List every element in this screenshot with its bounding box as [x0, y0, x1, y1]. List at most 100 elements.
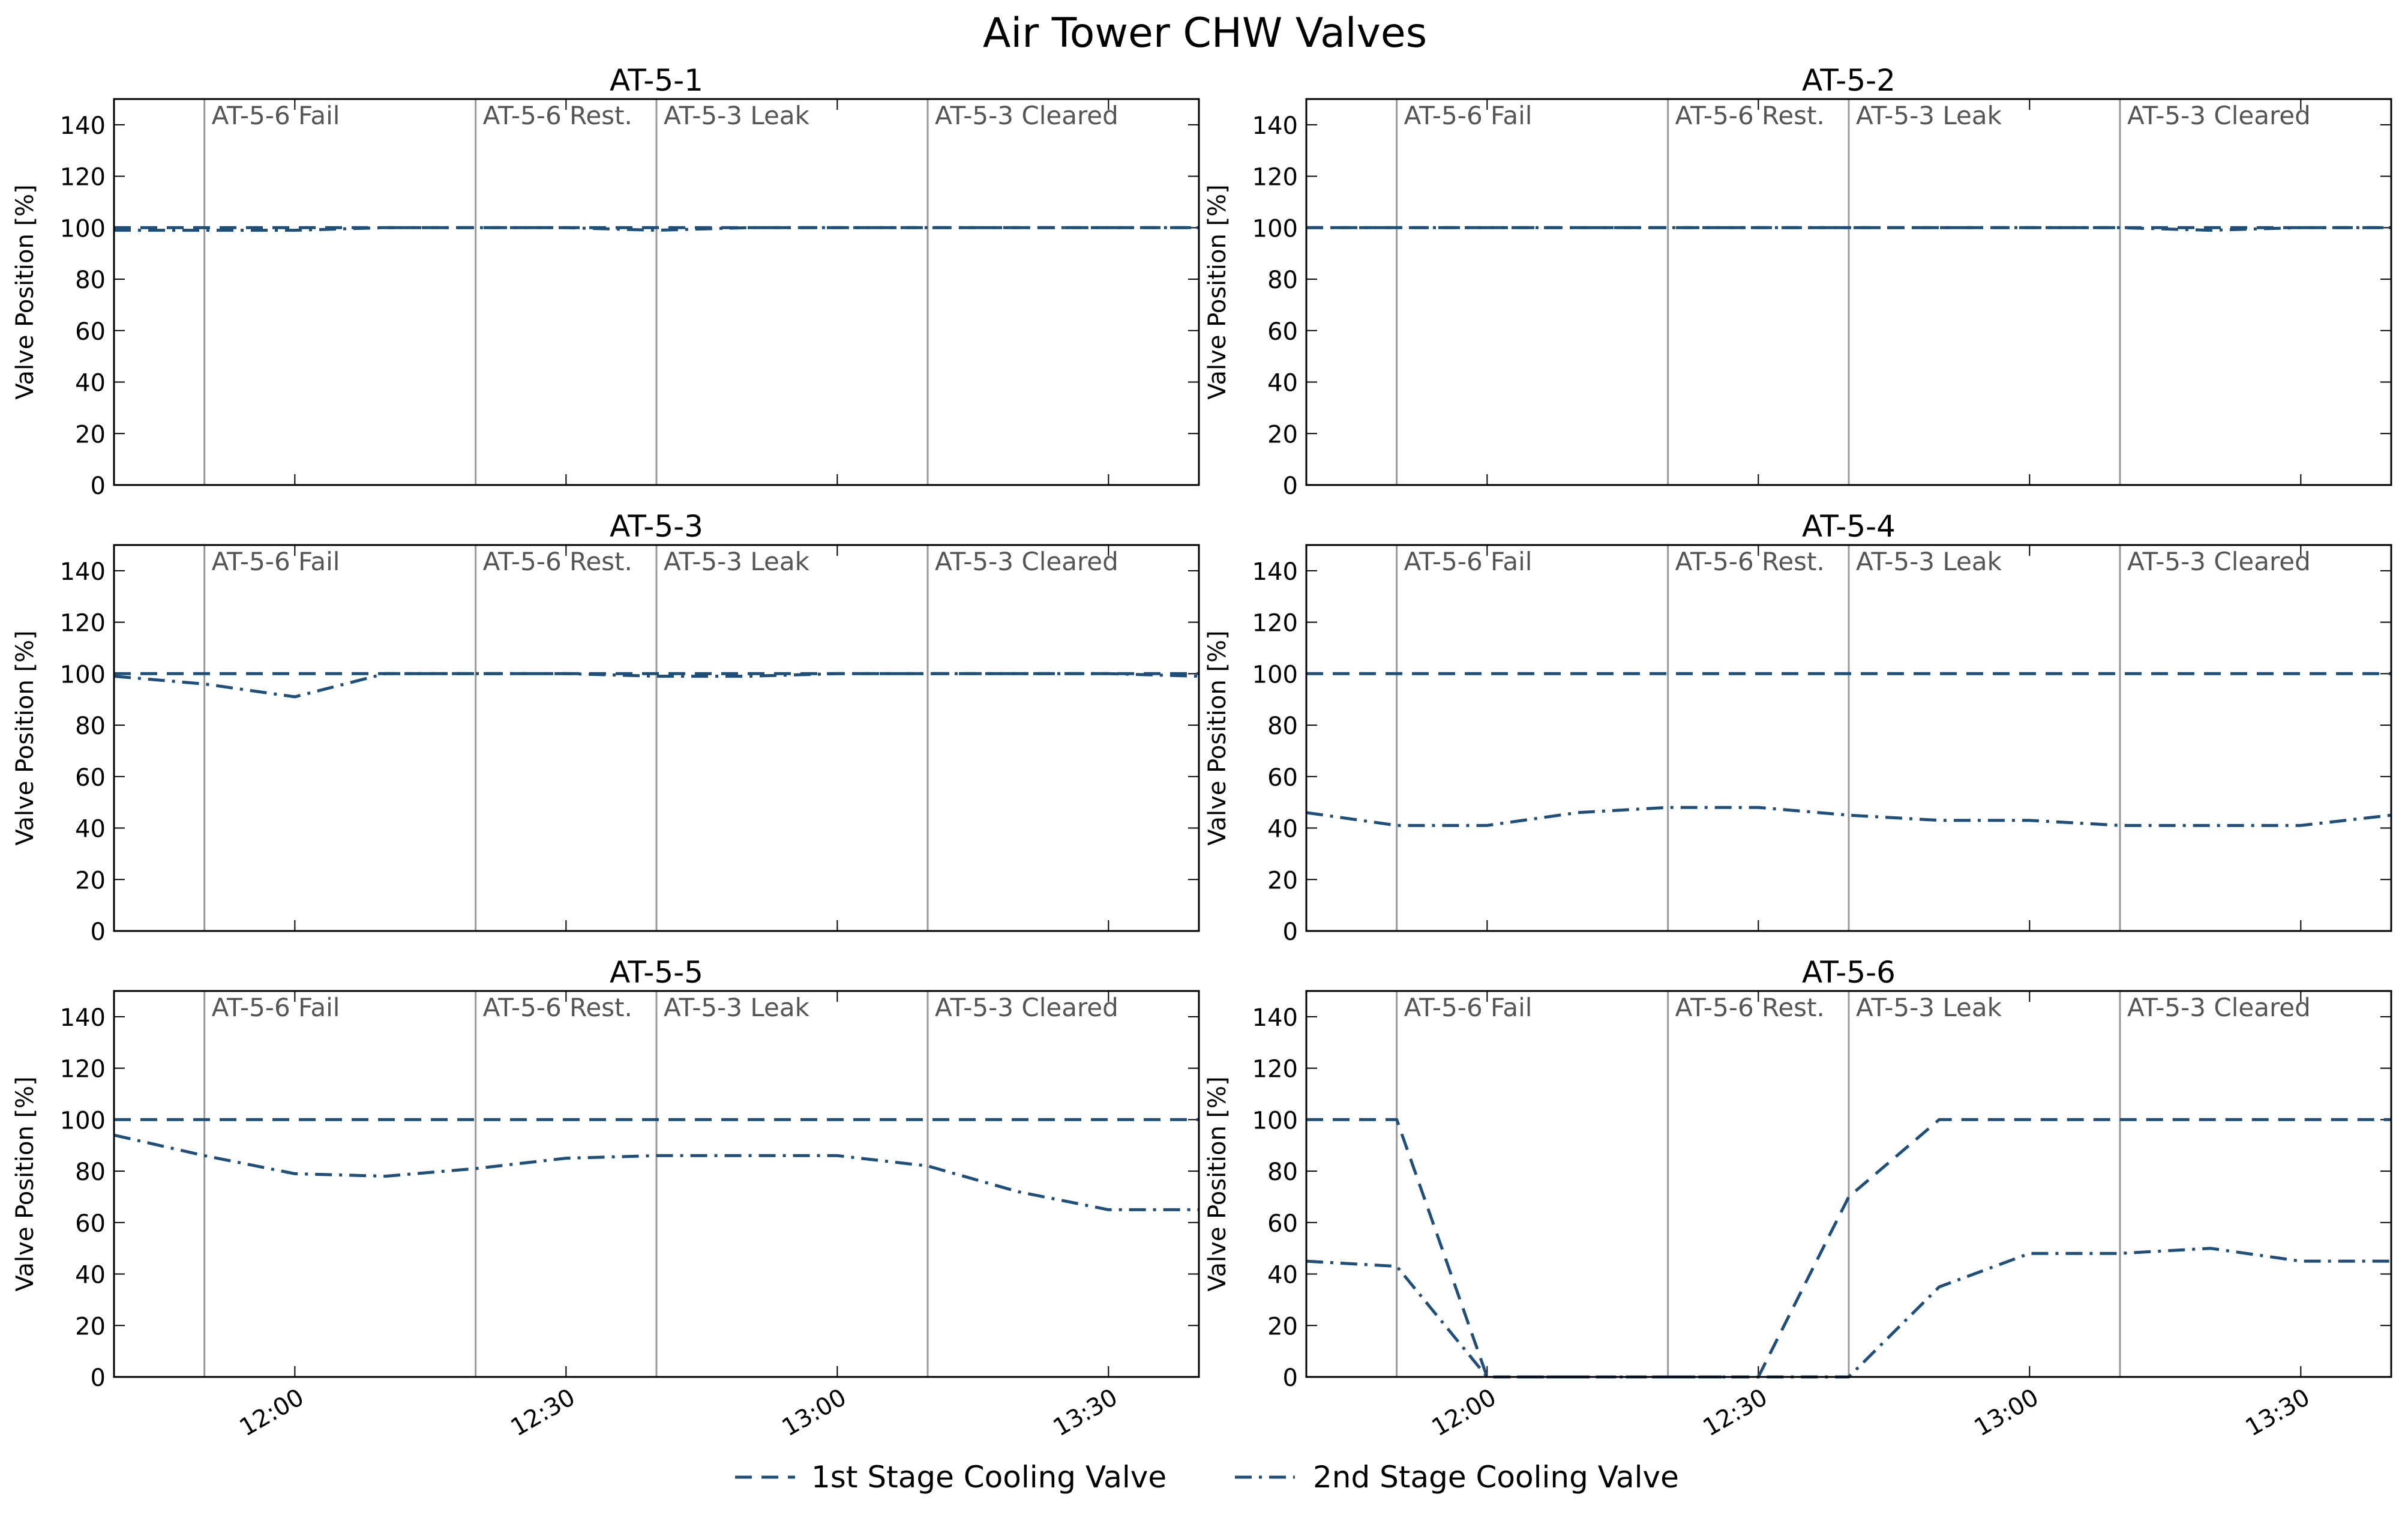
subplot-title: AT-5-6	[1802, 955, 1896, 990]
y-axis-label: Valve Position [%]	[11, 1076, 39, 1292]
y-tick-label: 40	[75, 370, 106, 397]
figure-title: Air Tower CHW Valves	[983, 10, 1427, 57]
y-tick-label: 140	[1252, 558, 1298, 586]
legend-label-2nd-stage: 2nd Stage Cooling Valve	[1313, 1460, 1679, 1495]
y-tick-label: 100	[1252, 661, 1298, 688]
y-tick-label: 20	[75, 867, 106, 894]
event-label-at-5-3-leak: AT-5-3 Leak	[664, 101, 810, 130]
y-tick-label: 120	[60, 610, 106, 637]
series-line-2nd-stage	[1306, 806, 2392, 827]
event-label-at-5-6-rest: AT-5-6 Rest.	[483, 101, 632, 130]
event-label-at-5-6-rest: AT-5-6 Rest.	[483, 993, 632, 1022]
event-label-at-5-3-cleared: AT-5-3 Cleared	[935, 101, 1118, 130]
y-tick-label: 0	[1283, 1364, 1298, 1392]
legend-label-1st-stage: 1st Stage Cooling Valve	[811, 1460, 1166, 1495]
y-tick-label: 60	[75, 318, 106, 346]
y-tick-label: 140	[60, 1004, 106, 1032]
subplot-at-5-4: AT-5-4 Valve Position [%] 0 20 40 60 80 100 120 1…	[1204, 509, 2392, 946]
y-tick-label: 40	[75, 816, 106, 843]
y-tick-label: 20	[1267, 421, 1298, 448]
subplot-at-5-1: AT-5-1 Valve Position [%] 0 20 40 60 80 100 120 1…	[11, 63, 1200, 500]
y-tick-label: 120	[1252, 164, 1298, 191]
y-tick-label: 0	[1283, 918, 1298, 946]
event-label-at-5-3-leak: AT-5-3 Leak	[664, 993, 810, 1022]
event-label-at-5-3-leak: AT-5-3 Leak	[664, 547, 810, 576]
y-tick-label: 100	[1252, 1107, 1298, 1134]
y-tick-label: 60	[1267, 1210, 1298, 1238]
y-tick-label: 40	[1267, 370, 1298, 397]
series-line-1st-stage	[1306, 1118, 2391, 1379]
event-label-at-5-3-cleared: AT-5-3 Cleared	[2127, 993, 2311, 1022]
event-label-at-5-6-fail: AT-5-6 Fail	[212, 547, 340, 576]
y-tick-label: 0	[91, 472, 106, 500]
event-label-at-5-3-cleared: AT-5-3 Cleared	[935, 993, 1118, 1022]
y-tick-label: 20	[1267, 867, 1298, 894]
event-label-at-5-6-rest: AT-5-6 Rest.	[1675, 993, 1825, 1022]
event-label-at-5-3-leak: AT-5-3 Leak	[1856, 547, 2002, 576]
event-label-at-5-3-cleared: AT-5-3 Cleared	[2127, 547, 2311, 576]
event-label-at-5-6-rest: AT-5-6 Rest.	[1675, 101, 1825, 130]
event-label-at-5-6-fail: AT-5-6 Fail	[1404, 993, 1533, 1022]
event-label-at-5-3-leak: AT-5-3 Leak	[1856, 993, 2002, 1022]
y-tick-label: 0	[1283, 472, 1298, 500]
subplot-at-5-6: AT-5-6 Valve Position [%] 0 20 40 60 80 100 120 1…	[1204, 955, 2392, 1442]
y-tick-label: 0	[91, 1364, 106, 1392]
y-tick-label: 20	[75, 1313, 106, 1340]
event-label-at-5-6-rest: AT-5-6 Rest.	[483, 547, 632, 576]
y-tick-label: 40	[1267, 1262, 1298, 1289]
event-label-at-5-3-cleared: AT-5-3 Cleared	[935, 547, 1118, 576]
y-tick-label: 140	[1252, 112, 1298, 140]
plot-frame	[113, 990, 1200, 1378]
y-tick-label: 20	[1267, 1313, 1298, 1340]
y-axis-label: Valve Position [%]	[1204, 630, 1231, 846]
y-tick-label: 100	[60, 215, 106, 242]
y-tick-label: 120	[1252, 1056, 1298, 1083]
legend: 1st Stage Cooling Valve 2nd Stage Coolin…	[735, 1460, 1679, 1495]
series-line-2nd-stage	[113, 672, 1199, 699]
series-line-2nd-stage	[1306, 226, 2391, 232]
y-tick-label: 120	[60, 164, 106, 191]
plot-frame	[113, 98, 1200, 486]
y-tick-label: 0	[91, 918, 106, 946]
y-tick-label: 60	[75, 764, 106, 792]
y-tick-label: 80	[75, 1158, 106, 1186]
event-label-at-5-3-leak: AT-5-3 Leak	[1856, 101, 2002, 130]
y-axis-label: Valve Position [%]	[1204, 184, 1231, 400]
y-tick-label: 120	[60, 1056, 106, 1083]
y-tick-label: 80	[1267, 712, 1298, 740]
event-label-at-5-3-cleared: AT-5-3 Cleared	[2127, 101, 2311, 130]
y-tick-label: 60	[1267, 764, 1298, 792]
y-tick-label: 140	[60, 112, 106, 140]
subplot-at-5-3: AT-5-3 Valve Position [%] 0 20 40 60 80 100 120 1…	[11, 509, 1200, 946]
y-tick-label: 120	[1252, 610, 1298, 637]
y-tick-label: 80	[75, 712, 106, 740]
plot-frame	[1305, 990, 2392, 1378]
event-label-at-5-6-fail: AT-5-6 Fail	[1404, 547, 1533, 576]
y-tick-label: 100	[60, 661, 106, 688]
event-label-at-5-6-rest: AT-5-6 Rest.	[1675, 547, 1825, 576]
subplot-title: AT-5-3	[610, 509, 703, 544]
y-tick-label: 100	[1252, 215, 1298, 242]
y-axis-label: Valve Position [%]	[1204, 1076, 1231, 1292]
y-tick-label: 40	[1267, 816, 1298, 843]
y-axis-label: Valve Position [%]	[11, 184, 39, 400]
subplot-title: AT-5-2	[1802, 63, 1896, 98]
subplot-title: AT-5-5	[610, 955, 703, 990]
subplot-title: AT-5-1	[610, 63, 703, 98]
y-tick-label: 20	[75, 421, 106, 448]
subplot-at-5-2: AT-5-2 Valve Position [%] 0 20 40 60 80 100 120 1…	[1204, 63, 2392, 500]
plot-frame	[113, 544, 1200, 932]
series-line-2nd-stage	[113, 1133, 1199, 1211]
y-tick-label: 100	[60, 1107, 106, 1134]
subplot-title: AT-5-4	[1802, 509, 1896, 544]
y-tick-label: 80	[1267, 267, 1298, 294]
y-axis-label: Valve Position [%]	[11, 630, 39, 846]
plot-frame	[1305, 544, 2392, 932]
y-tick-label: 80	[75, 267, 106, 294]
plot-frame	[1305, 98, 2392, 486]
y-tick-label: 140	[1252, 1004, 1298, 1032]
y-tick-label: 80	[1267, 1158, 1298, 1186]
event-label-at-5-6-fail: AT-5-6 Fail	[212, 993, 340, 1022]
